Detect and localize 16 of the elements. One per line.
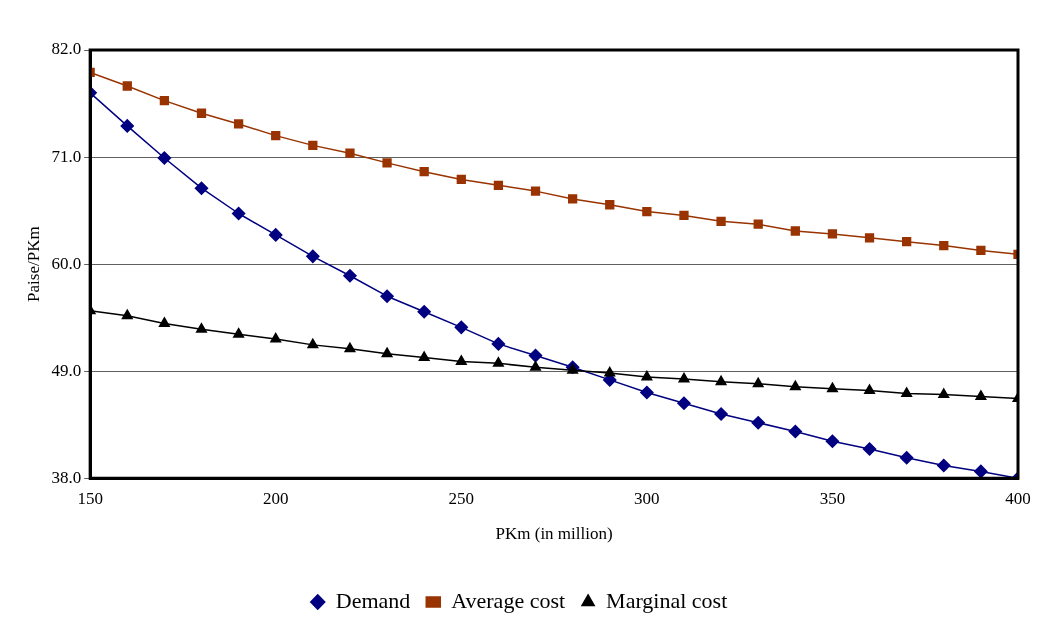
legend-label: Average cost [451,587,566,613]
x-tick-label: 150 [77,488,103,508]
x-tick-label: 400 [1005,488,1031,508]
y-axis-title: Paise/PKm [23,226,43,302]
legend-label: Demand [335,587,411,613]
y-tick-label: 71.0 [51,146,82,166]
x-tick-label: 250 [448,488,475,508]
y-tick-label: 82.0 [51,39,82,59]
legend-label: Marginal cost [606,587,728,613]
y-tick-label: 60.0 [51,253,82,273]
y-tick-label: 49.0 [51,360,82,380]
x-tick-label: 300 [634,488,660,508]
x-tick-label: 350 [819,488,846,508]
x-tick-label: 200 [262,488,289,508]
x-axis-title: PKm (in million) [495,524,613,544]
y-tick-label: 38.0 [51,467,82,487]
